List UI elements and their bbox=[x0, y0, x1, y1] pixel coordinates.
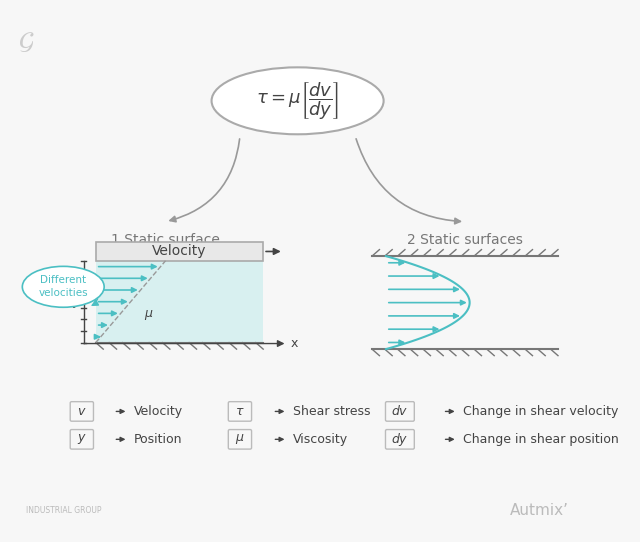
FancyBboxPatch shape bbox=[96, 242, 263, 261]
Text: Different
velocities: Different velocities bbox=[38, 275, 88, 299]
Text: Position: Position bbox=[134, 433, 182, 446]
Text: x: x bbox=[291, 337, 298, 350]
Text: Change in shear position: Change in shear position bbox=[463, 433, 619, 446]
Text: Shear stress: Shear stress bbox=[293, 405, 371, 418]
Text: $\tau$: $\tau$ bbox=[235, 405, 244, 418]
Text: Change in shear velocity: Change in shear velocity bbox=[463, 405, 618, 418]
Text: $\mu$: $\mu$ bbox=[144, 307, 154, 321]
Ellipse shape bbox=[212, 67, 383, 134]
Text: $\tau = \mu \left[\dfrac{dv}{dy}\right]$: $\tau = \mu \left[\dfrac{dv}{dy}\right]$ bbox=[256, 80, 339, 121]
Text: Autmixʼ: Autmixʼ bbox=[510, 502, 569, 518]
Text: 2 Static surfaces: 2 Static surfaces bbox=[407, 233, 523, 247]
Text: 1 Static surface: 1 Static surface bbox=[111, 233, 220, 247]
Text: $\mathcal{G}$: $\mathcal{G}$ bbox=[18, 30, 35, 54]
Text: Velocity: Velocity bbox=[152, 244, 207, 259]
Ellipse shape bbox=[22, 266, 104, 307]
Text: Velocity: Velocity bbox=[134, 405, 183, 418]
Text: $y$: $y$ bbox=[77, 433, 87, 446]
Text: Viscosity: Viscosity bbox=[293, 433, 348, 446]
Text: $dv$: $dv$ bbox=[391, 404, 408, 418]
Text: INDUSTRIAL GROUP: INDUSTRIAL GROUP bbox=[26, 506, 102, 514]
Text: $\mu$: $\mu$ bbox=[235, 433, 244, 446]
Text: $v$: $v$ bbox=[77, 405, 86, 418]
Text: $dy$: $dy$ bbox=[391, 431, 408, 448]
Bar bbox=[96, 261, 263, 343]
Text: y: y bbox=[72, 295, 79, 308]
